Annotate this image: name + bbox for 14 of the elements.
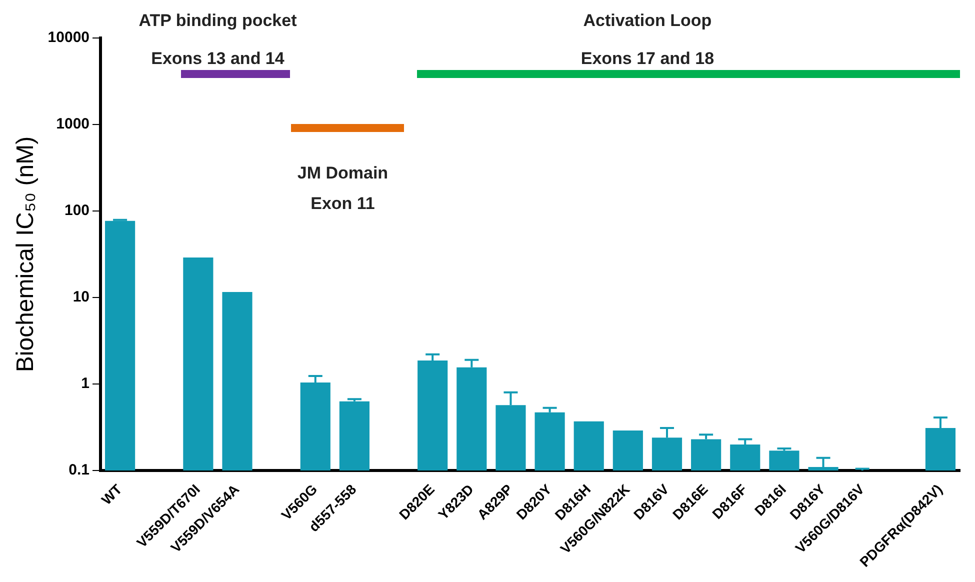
y-tick-label: 1 [81, 375, 90, 392]
y-axis-title: Biochemical IC₅₀ (nM) [12, 136, 40, 372]
y-tick-label: 10 [72, 288, 90, 306]
y-tick-label: 0.1 [68, 462, 90, 479]
text: Activation Loop [583, 11, 712, 30]
text: ATP binding pocket [138, 11, 298, 30]
annotation: Exons 13 and 14 [151, 48, 285, 68]
annotation: Exons 17 and 18 [580, 48, 714, 68]
y-tick-label: 10000 [48, 29, 90, 46]
annotation: Exon 11 [310, 194, 375, 213]
y-tick-label: 100 [64, 202, 90, 220]
y-tick-label: 1000 [56, 116, 90, 133]
annotation: JM Domain [297, 163, 388, 182]
x-tick-label: WT [98, 480, 126, 508]
